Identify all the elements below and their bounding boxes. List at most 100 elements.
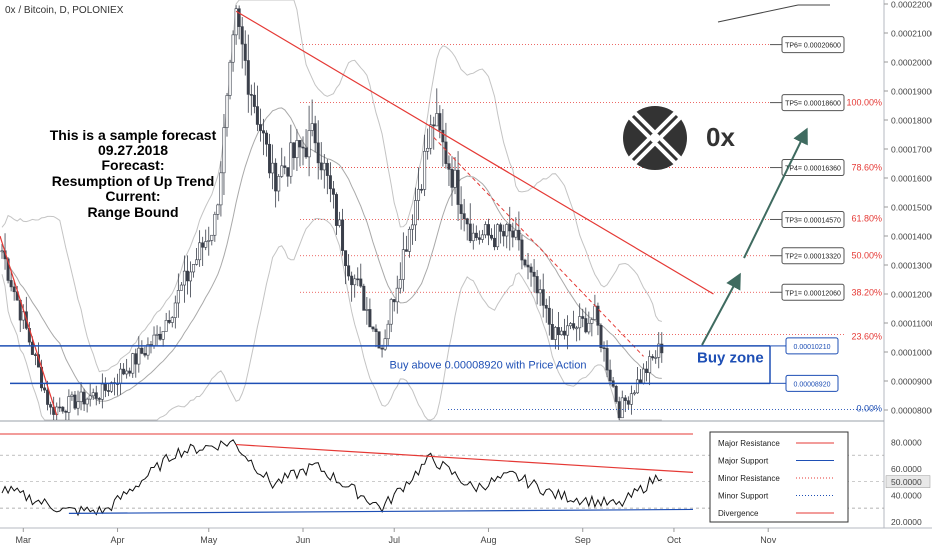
candle-body (526, 264, 530, 268)
candle-body (73, 394, 77, 409)
legend-label: Major Support (718, 457, 769, 466)
candle-body (192, 264, 196, 273)
candle-body (119, 368, 123, 385)
candle-body (313, 123, 317, 144)
candle-body (517, 229, 521, 241)
y-tick-label: 0.00010000 (891, 348, 932, 358)
trend-lines (0, 10, 714, 416)
legend-box (709, 431, 849, 523)
candle-body (283, 165, 287, 168)
candle-body (632, 392, 636, 395)
candle-body (550, 324, 554, 340)
fib-label: 100.00% (846, 98, 882, 108)
fib-label: 38.20% (851, 287, 882, 297)
candle-body (176, 290, 180, 304)
candle-body (274, 162, 278, 192)
fib-label: 50.00% (851, 251, 882, 261)
candle-body (392, 299, 396, 303)
candle-body (432, 124, 436, 127)
rsi-tick-label: 40.0000 (891, 490, 922, 500)
candle-body (225, 95, 229, 128)
candle-body (280, 165, 284, 177)
forecast-line: Range Bound (88, 204, 179, 220)
x-tick-label: May (200, 535, 218, 545)
candle-body (316, 142, 320, 164)
target-label: TP6= 0.00020600 (785, 43, 841, 50)
bollinger-upper (1, 0, 662, 373)
candle-body (508, 224, 512, 232)
candle-body (471, 232, 475, 242)
candle-body (189, 271, 193, 282)
candle-body (395, 287, 399, 303)
candle-body (207, 240, 211, 242)
candle-body (599, 325, 603, 349)
candle-body (541, 289, 545, 306)
candle-body (237, 8, 241, 27)
candle-body (277, 176, 281, 192)
candle-body (30, 341, 34, 355)
candle-body (639, 379, 643, 384)
candle-body (307, 130, 311, 158)
candle-body (477, 237, 481, 240)
candle-body (91, 392, 95, 397)
candle-body (569, 323, 573, 327)
candle-body (505, 224, 509, 237)
forecast-line: This is a sample forecast (50, 127, 217, 143)
candle-body (331, 188, 335, 195)
candle-body (128, 370, 132, 374)
y-tick-label: 0.00022000 (891, 0, 932, 10)
candle-body (201, 242, 205, 248)
target-level-lines (300, 44, 770, 293)
candle-body (198, 242, 202, 261)
candle-body (255, 106, 259, 125)
y-tick-label: 0.00014000 (891, 232, 932, 242)
target-label: TP3= 0.00014570 (785, 217, 841, 224)
target-label: TP1= 0.00012060 (785, 290, 841, 297)
target-box (781, 210, 845, 228)
projection-arrow (743, 127, 808, 259)
candle-body (347, 265, 351, 277)
candle-body (304, 147, 308, 158)
buy-zone-label: Buy zone (697, 350, 764, 367)
candle-body (265, 132, 269, 145)
rsi-line (1, 439, 662, 517)
candle-body (660, 343, 664, 354)
candle-body (459, 204, 463, 214)
candle-body (553, 327, 557, 340)
x-tick-label: Apr (111, 535, 125, 545)
rsi-tick-label: 80.0000 (891, 437, 922, 447)
candle-body (389, 299, 393, 325)
forecast-text-block: This is a sample forecast 09.27.2018 For… (50, 127, 217, 220)
candle-body (158, 333, 162, 340)
candle-body (465, 218, 469, 225)
candle-body (414, 200, 418, 226)
candle-body (319, 162, 323, 171)
zone-level-label: 0.00010210 (794, 344, 831, 351)
fib-label: 61.80% (851, 214, 882, 224)
candle-body (155, 333, 159, 336)
legend-label: Minor Resistance (718, 474, 780, 483)
candle-body (213, 214, 217, 236)
candle-body (249, 94, 253, 96)
symbol-title: 0x / Bitcoin, D, POLONIEX (5, 5, 124, 16)
buy-instruction: Buy above 0.00008920 with Price Action (390, 360, 587, 372)
zrx-logo (623, 106, 687, 170)
time-axis: Mar Apr May Jun Jul Aug Sep Oct Nov (16, 528, 777, 545)
candle-body (258, 124, 262, 131)
candle-body (122, 368, 126, 375)
candle-body (429, 124, 433, 149)
buy-zone: 0.00010210 0.00008920 Buy above 0.00008920… (0, 337, 839, 392)
candle-body (404, 249, 408, 252)
rsi-current-box (885, 475, 931, 488)
candle-body (654, 357, 658, 359)
candle-body (651, 356, 655, 359)
legend: Major Resistance Major Support Minor Resis… (709, 431, 849, 523)
candle-body (374, 328, 378, 332)
candle-body (380, 347, 384, 350)
candle-body (377, 331, 381, 349)
candle-body (301, 146, 305, 149)
candle-body (94, 392, 98, 399)
candle-body (261, 130, 265, 134)
bollinger-lower (1, 217, 662, 421)
target-box (781, 247, 845, 265)
